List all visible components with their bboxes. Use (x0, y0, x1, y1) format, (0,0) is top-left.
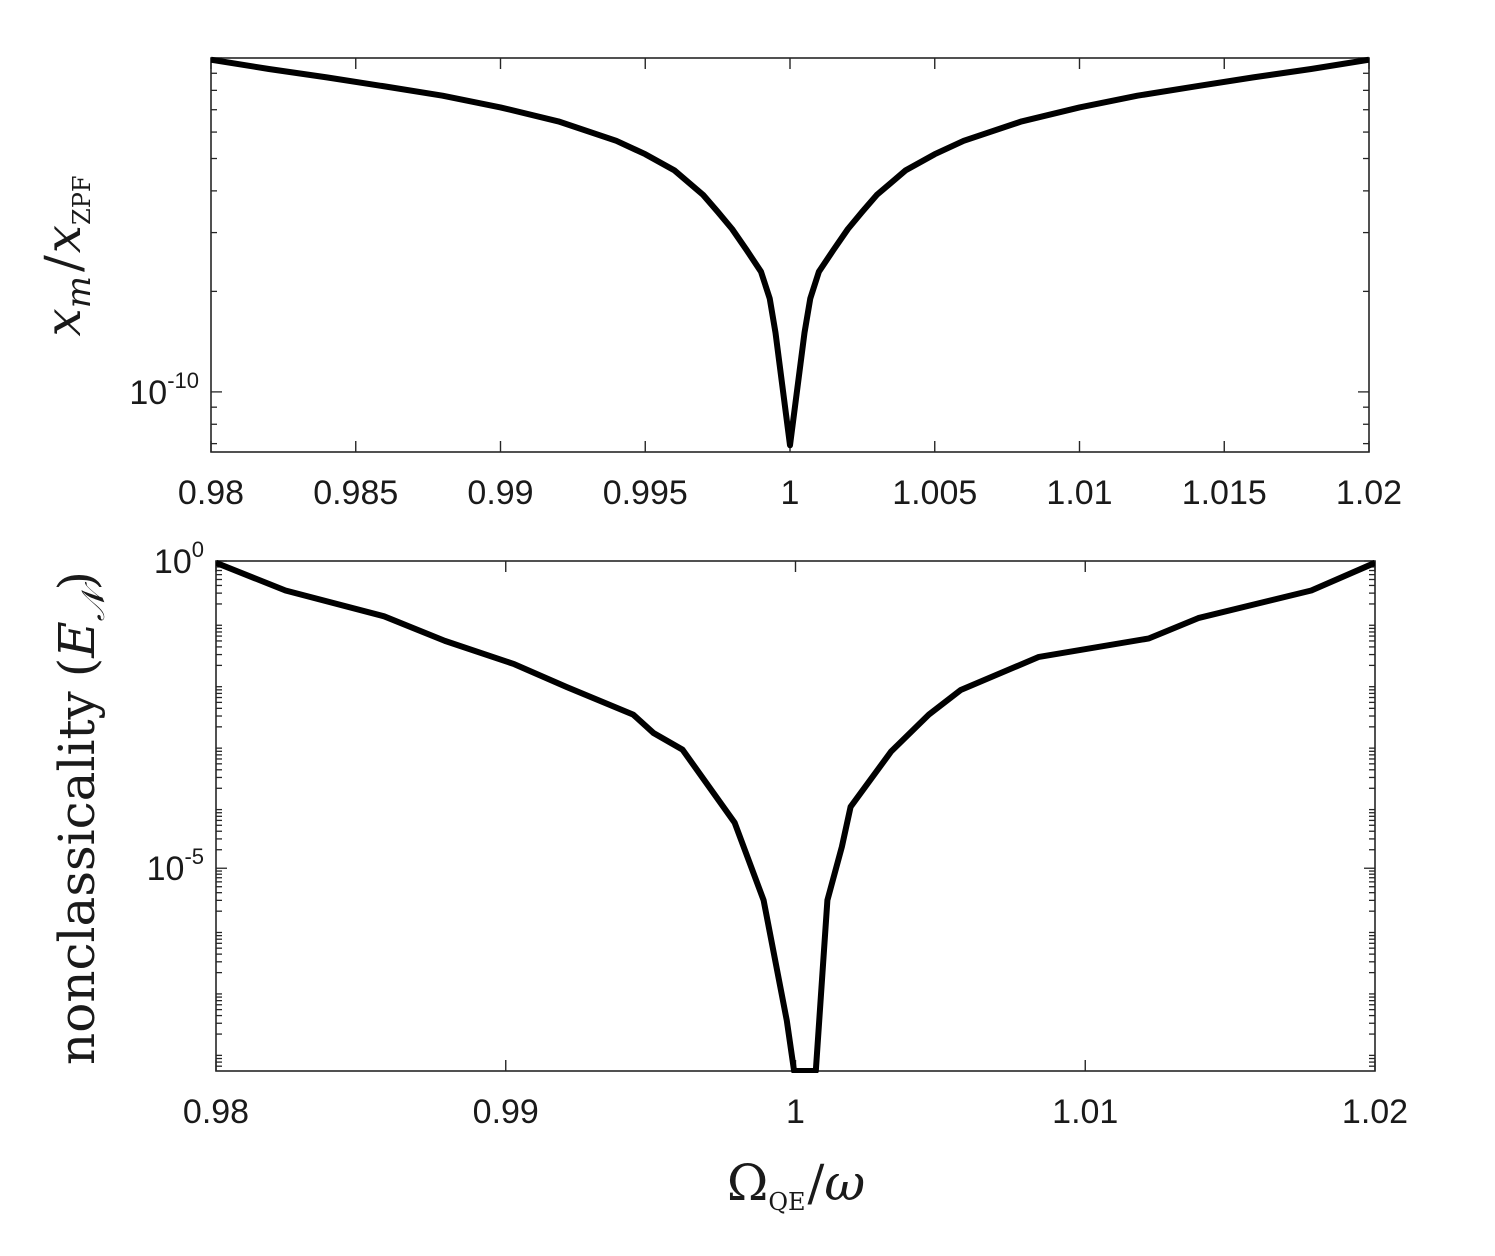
x-tick-label: 1.005 (892, 474, 977, 512)
y-tick-label: 10-10 (129, 368, 199, 412)
x-tick-label: 0.995 (603, 474, 688, 512)
x-tick-label: 0.99 (467, 474, 533, 512)
axes-box-1 (215, 560, 1376, 1072)
x-tick-label: 1.01 (1052, 1093, 1118, 1131)
xlabel-base2: ω (824, 1154, 865, 1212)
top-ylabel-sep: / (34, 255, 92, 272)
x-tick-label: 0.99 (473, 1093, 539, 1131)
bottom-ylabel-paren-open: ( (48, 658, 106, 678)
x-tick-label: 1.02 (1336, 474, 1402, 512)
xlabel-sub: QE (768, 1188, 805, 1216)
bottom-ylabel-base: E (48, 621, 106, 659)
y-tick-label: 100 (154, 537, 204, 581)
top-y-axis-label: xm/xZPF (34, 176, 99, 337)
axes-box-0 (210, 57, 1370, 453)
x-tick-label: 0.98 (178, 474, 244, 512)
y-tick-base: 10 (154, 543, 192, 581)
y-tick-exponent: -10 (167, 368, 199, 393)
y-tick-base: 10 (129, 374, 167, 412)
y-tick-exponent: 0 (192, 537, 204, 562)
x-tick-label: 1 (781, 474, 800, 512)
series-line (216, 560, 1375, 1073)
top-ylabel-sub2: ZPF (68, 176, 96, 225)
x-tick-label: 1.01 (1046, 474, 1112, 512)
top-ylabel-sub: m (59, 276, 99, 308)
x-tick-label: 1.015 (1182, 474, 1267, 512)
top-ylabel-base: x (34, 308, 92, 336)
bottom-ylabel-paren-close: ) (48, 571, 106, 591)
x-tick-label: 1.02 (1342, 1093, 1408, 1131)
y-tick-base: 10 (147, 850, 185, 888)
top-panel: 0.98 0.985 0.99 0.995 1 1.005 1.01 1.015 1.02 10-… (129, 56, 1402, 512)
y-tick-exponent: -5 (184, 844, 204, 869)
xlabel-sep: / (808, 1154, 825, 1212)
bottom-ylabel-text: nonclassicality (48, 690, 106, 1065)
xlabel-base: Ω (727, 1154, 768, 1212)
top-ylabel-base2: x (34, 225, 92, 253)
series-line (211, 56, 1369, 449)
bottom-y-axis-label: nonclassicality(E𝒩) (48, 571, 112, 1065)
x-tick-label: 0.98 (183, 1093, 249, 1131)
y-tick-label: 10-5 (147, 844, 204, 888)
x-tick-label: 1 (786, 1093, 805, 1131)
bottom-x-axis-label: ΩQE/ω (727, 1154, 865, 1216)
x-tick-label: 0.985 (313, 474, 398, 512)
